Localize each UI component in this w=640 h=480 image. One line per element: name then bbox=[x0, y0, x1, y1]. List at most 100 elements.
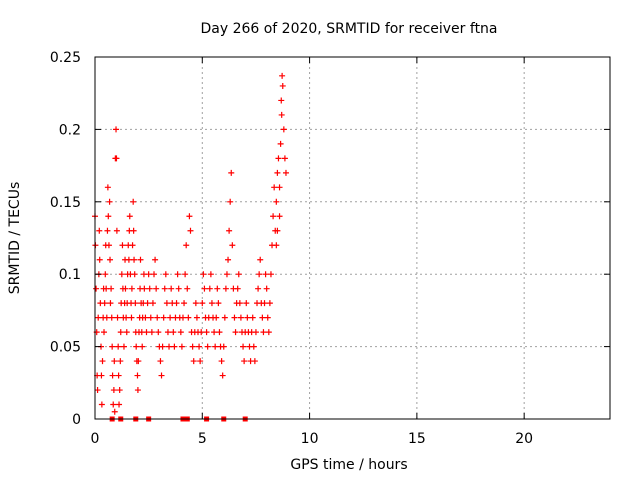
data-point bbox=[279, 72, 286, 79]
data-point bbox=[226, 227, 233, 234]
data-point bbox=[118, 271, 125, 278]
data-point bbox=[281, 155, 288, 162]
data-point bbox=[187, 227, 194, 234]
data-point bbox=[109, 343, 116, 350]
data-point bbox=[157, 358, 164, 365]
data-point bbox=[199, 300, 206, 307]
data-point bbox=[218, 358, 225, 365]
y-tick-label: 0.05 bbox=[50, 340, 81, 356]
data-point bbox=[263, 285, 270, 292]
data-point bbox=[166, 343, 173, 350]
data-point bbox=[134, 372, 141, 379]
data-point bbox=[257, 256, 264, 263]
data-point bbox=[193, 314, 200, 321]
data-point bbox=[108, 285, 115, 292]
y-tick-label: 0.15 bbox=[50, 195, 81, 211]
data-point bbox=[186, 213, 193, 220]
data-point bbox=[189, 343, 196, 350]
data-point bbox=[102, 271, 109, 278]
data-point bbox=[181, 300, 188, 307]
data-point bbox=[234, 285, 241, 292]
data-point bbox=[222, 285, 229, 292]
y-tick-label: 0.1 bbox=[59, 267, 81, 283]
data-point bbox=[178, 343, 185, 350]
data-point bbox=[261, 300, 268, 307]
data-point bbox=[221, 314, 228, 321]
data-point bbox=[276, 184, 283, 191]
x-tick-label: 10 bbox=[301, 431, 319, 447]
data-point bbox=[232, 329, 239, 336]
x-tick-labels: 0 5 10 15 20 bbox=[91, 431, 534, 447]
data-point bbox=[207, 271, 214, 278]
data-point bbox=[211, 329, 218, 336]
data-point bbox=[271, 184, 278, 191]
data-point bbox=[220, 343, 227, 350]
data-point bbox=[113, 155, 120, 162]
y-axis-label: SRMTID / TECUs bbox=[7, 182, 23, 295]
plot-frame bbox=[94, 56, 611, 420]
data-point bbox=[219, 372, 226, 379]
data-point bbox=[244, 314, 251, 321]
x-tick-label: 15 bbox=[408, 431, 426, 447]
data-point bbox=[273, 198, 280, 205]
data-point bbox=[114, 314, 121, 321]
x-tick-label: 0 bbox=[91, 431, 100, 447]
data-point bbox=[143, 329, 150, 336]
data-point bbox=[173, 300, 180, 307]
data-point bbox=[274, 169, 281, 176]
chart-title: Day 266 of 2020, SRMTID for receiver ftn… bbox=[200, 21, 497, 37]
data-point bbox=[241, 358, 248, 365]
grid-lines bbox=[95, 57, 610, 419]
data-point bbox=[123, 329, 130, 336]
data-point bbox=[214, 285, 221, 292]
data-point bbox=[256, 271, 263, 278]
data-point bbox=[146, 285, 153, 292]
data-point bbox=[228, 169, 235, 176]
data-point bbox=[185, 314, 192, 321]
data-point bbox=[144, 300, 151, 307]
data-point bbox=[131, 271, 138, 278]
data-point bbox=[177, 329, 184, 336]
data-point bbox=[240, 343, 247, 350]
data-point bbox=[231, 314, 238, 321]
data-point bbox=[99, 358, 106, 365]
data-point bbox=[190, 358, 197, 365]
data-point bbox=[96, 227, 103, 234]
data-point bbox=[252, 329, 259, 336]
data-point bbox=[119, 242, 126, 249]
data-point bbox=[264, 314, 271, 321]
data-point bbox=[149, 300, 156, 307]
data-point bbox=[229, 242, 236, 249]
data-point bbox=[167, 314, 174, 321]
data-point bbox=[107, 300, 114, 307]
data-point bbox=[110, 387, 117, 394]
data-point bbox=[105, 242, 112, 249]
data-point bbox=[135, 358, 142, 365]
data-point bbox=[259, 314, 266, 321]
data-point bbox=[266, 300, 273, 307]
data-point bbox=[101, 329, 108, 336]
data-point bbox=[206, 285, 213, 292]
data-point bbox=[175, 285, 182, 292]
data-point bbox=[147, 314, 154, 321]
data-point bbox=[282, 169, 289, 176]
data-point bbox=[155, 329, 162, 336]
data-point bbox=[216, 329, 223, 336]
data-point bbox=[215, 300, 222, 307]
data-point bbox=[129, 242, 136, 249]
data-point bbox=[203, 329, 210, 336]
data-point bbox=[154, 314, 161, 321]
data-point bbox=[111, 358, 118, 365]
data-point bbox=[278, 111, 285, 118]
data-point bbox=[130, 198, 137, 205]
data-point bbox=[98, 401, 105, 408]
data-point bbox=[116, 387, 123, 394]
axis-ticks bbox=[94, 56, 610, 420]
data-point bbox=[251, 358, 258, 365]
data-point bbox=[184, 285, 191, 292]
data-point bbox=[153, 285, 160, 292]
data-point bbox=[133, 343, 140, 350]
y-tick-labels: 0 0.05 0.1 0.15 0.2 0.25 bbox=[50, 50, 81, 428]
data-point bbox=[192, 300, 199, 307]
